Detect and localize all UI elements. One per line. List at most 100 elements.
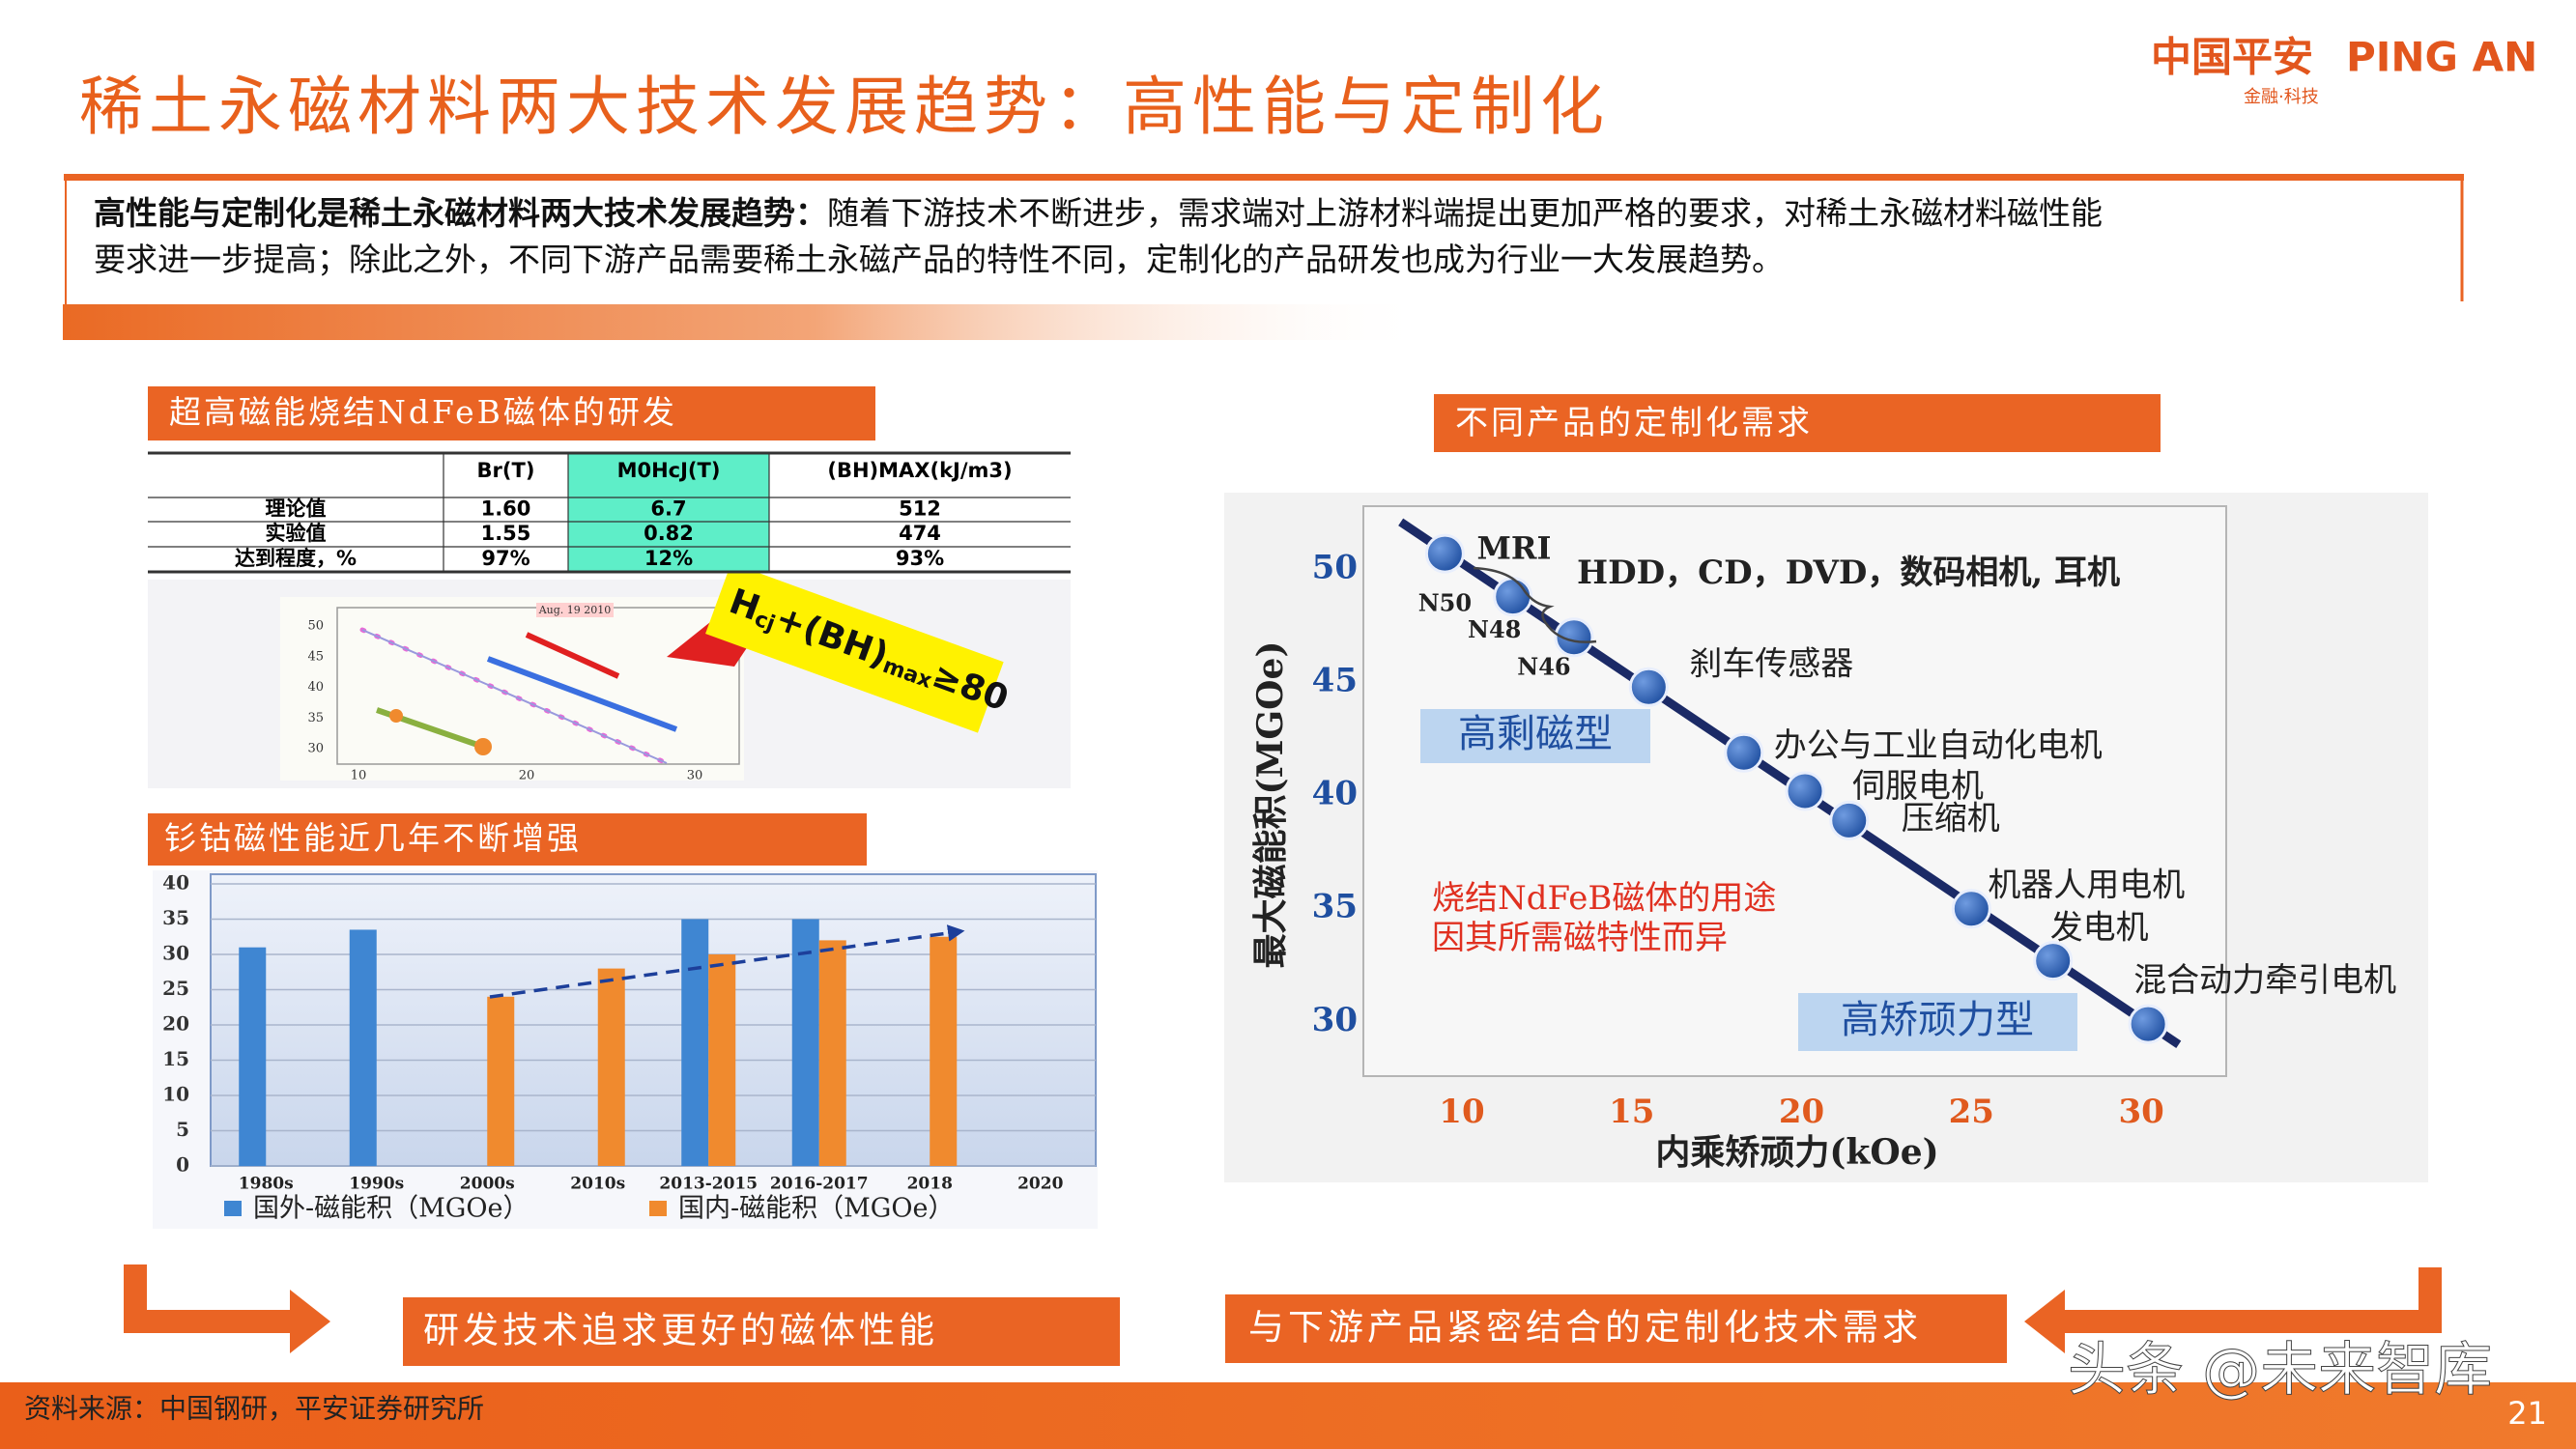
inset-line [361,629,668,764]
section-label: 超高磁能烧结NdFeB磁体的研发 [169,393,677,431]
bar [239,947,267,1166]
x-tick-label: 2016-2017 [770,1175,869,1194]
inset-line [486,656,678,732]
point-label: 压缩机 [1902,799,2000,838]
inset-lines [359,580,783,766]
table-cell: 93% [896,547,944,570]
inset-panel [280,597,744,781]
table-header: Br(T) [477,459,535,482]
table-cell: 512 [899,497,941,521]
point [1951,889,1991,929]
footer-bar [0,1382,2576,1449]
x-tick-label: 1980s [239,1175,294,1194]
callout-arrow [124,1264,330,1353]
y-tick-label: 15 [162,1047,189,1070]
bar [791,919,819,1166]
legend-swatch [224,1201,242,1216]
legend-label: 国内-磁能积（MGOe） [678,1194,954,1224]
section-label: 钐钴磁性能近几年不断增强 [164,819,582,857]
annotation-note: 烧结NdFeB磁体的用途 [1432,879,1776,918]
page-number: 21 [2507,1395,2547,1432]
callout-box [403,1297,1120,1366]
inset-dot [474,738,492,755]
callout-text: 与下游产品紧密结合的定制化技术需求 [1248,1307,1922,1349]
annotation-note: 因其所需磁特性而异 [1432,919,1728,957]
inset-date: Aug. 19 2010 [538,604,612,616]
bar [681,919,709,1166]
y-tick-label: 35 [1312,888,1358,926]
point [1724,732,1764,773]
annotation-box [1798,993,2077,1051]
watermark: 头条 @未来智库 [2068,1337,2492,1405]
y-tick-label: 25 [162,977,189,1000]
x-tick-label: 15 [1609,1093,1654,1131]
y-tick-label: 50 [1312,549,1358,587]
summary-text: 随着下游技术不断进步，需求端对上游材料端提出更加严格的要求，对稀土永磁材料磁性能 [827,194,2103,232]
table-cell: 474 [899,522,941,545]
point-label: N50 [1418,589,1472,617]
y-tick-label: 0 [176,1153,189,1177]
x-tick-label: 2010s [570,1175,625,1194]
inset-banner [705,562,1004,733]
x-tick-label: 2020 [1017,1175,1063,1194]
legend-swatch [649,1201,667,1216]
y-tick-label: 20 [162,1012,189,1036]
table-header: M0HcJ(T) [617,459,721,482]
point [1554,617,1594,658]
callout-arrow [2024,1267,2442,1353]
y-tick-label: 40 [162,871,189,895]
plot-area [210,873,1097,1167]
table-cell: 6.7 [650,497,686,521]
x-axis-label: 内乘矫顽力(kOe) [1655,1132,1938,1173]
section-label-box [148,386,875,440]
x-tick-label: 2018 [907,1175,953,1194]
section-label: 不同产品的定制化需求 [1455,404,1813,442]
x-tick-label: 20 [1779,1093,1824,1131]
table-cell: 97% [481,547,530,570]
bar [930,936,958,1166]
bar [818,940,846,1166]
point [2128,1004,2168,1044]
logo-en: PING AN [2346,34,2537,81]
inset-y-tick-label: 35 [307,711,324,725]
point-label: 刹车传感器 [1689,644,1853,683]
table-cell: 实验值 [266,522,327,545]
inset-arrow [667,580,783,667]
callout-box [1225,1294,2007,1363]
summary-gradient-bar [63,304,1430,340]
table-highlight [568,453,769,572]
summary-lead: 高性能与定制化是稀土永磁材料两大技术发展趋势： [94,194,827,232]
x-tick-label: 10 [1439,1093,1484,1131]
summary-text: 要求进一步提高；除此之外，不同下游产品需要稀土永磁产品的特性不同，定制化的产品研… [94,241,1784,278]
inset-date-box [536,603,614,617]
slide-title: 稀土永磁材料两大技术发展趋势：高性能与定制化 [79,70,1610,144]
table-cell: 1.60 [481,497,531,521]
inset-banner-group: Hcj+(BH)max≥80 [705,562,1014,733]
summary-line: 高性能与定制化是稀土永磁材料两大技术发展趋势：随着下游技术不断进步，需求端对上游… [94,194,2103,232]
inset-line [525,632,620,679]
summary-top-border [64,174,2464,181]
table-cell: 12% [644,547,693,570]
footer-source: 资料来源：中国钢研，平安证券研究所 [24,1393,484,1425]
y-tick-label: 30 [1312,1001,1358,1039]
trend-arrow [489,924,965,999]
x-tick-label: 1990s [349,1175,404,1194]
y-tick-label: 30 [162,942,189,965]
inset-y-tick-label: 50 [307,619,324,634]
point-label: 办公与工业自动化电机 [1774,726,2103,765]
logo-cn: 中国平安 [2151,34,2313,81]
table-cell: 1.55 [481,522,531,545]
table-cell: 理论值 [266,497,327,521]
logo-sub: 金融·科技 [2244,87,2319,107]
annotation: 高剩磁型 [1458,712,1613,756]
table-header: (BH)MAX(kJ/m3) [827,459,1012,482]
bar [487,996,515,1166]
point-label: 伺服电机 [1852,767,1984,806]
annotation: 高矫顽力型 [1841,998,2034,1042]
point [1424,533,1465,574]
annotation-box [1420,709,1650,763]
point-label: N48 [1468,615,1521,643]
y-tick-label: 35 [162,906,189,929]
point-label: 发电机 [2050,909,2149,948]
